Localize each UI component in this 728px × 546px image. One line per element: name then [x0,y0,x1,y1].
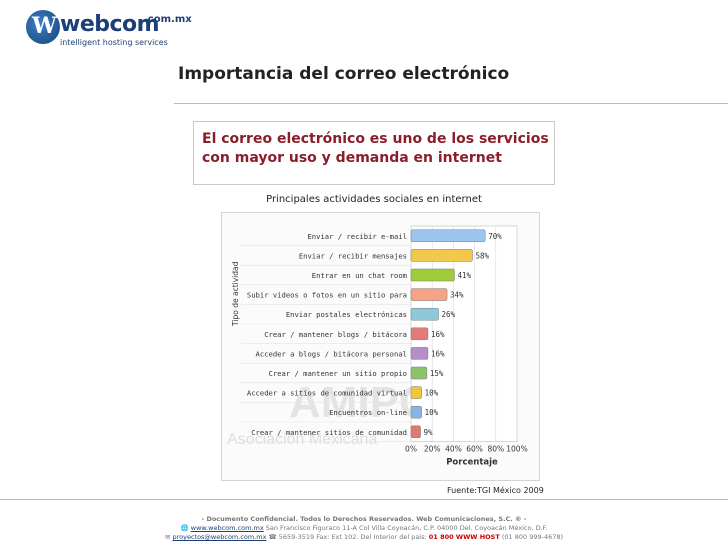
x-tick-label: 80% [487,445,504,454]
data-label: 16% [431,349,445,358]
logo-suffix: .com.mx [144,14,192,25]
bar [410,425,421,439]
footer-confidential: - Documento Confidencial. Todos lo Derec… [201,515,527,523]
bar [410,327,429,341]
data-label: 10% [425,389,439,398]
data-label: 41% [457,271,471,280]
category-label: Crear / mantener un sitio propio [269,369,407,378]
y-axis-title: Tipo de actividad [231,261,240,327]
x-axis-title: Porcentaje [446,458,498,468]
bar [410,229,486,243]
x-tick-label: 0% [405,445,417,454]
footer: - Documento Confidencial. Todos lo Derec… [0,515,728,542]
category-label: Encuentros on-line [329,408,407,417]
data-label: 10% [425,408,439,417]
x-tick-label: 40% [445,445,462,454]
bar [410,249,473,262]
globe-icon [26,10,60,44]
website-link[interactable]: www.webcom.com.mx [190,524,264,532]
logo-word: webcom [60,12,160,37]
category-label: Entrar en un chat room [312,271,407,280]
chart-title: Principales actividades sociales en inte… [266,194,482,205]
footer-divider [0,499,728,500]
footer-address: San Francisco Figuraco 11-A Col Villa Co… [265,524,548,532]
category-label: Subir videos o fotos en un sitio para [247,291,407,300]
watermark-text: Asociación Mexicana [227,431,377,448]
footer-line-2: 🌐 www.webcom.com.mx San Francisco Figura… [0,524,728,533]
globe-small-icon: 🌐 [180,524,189,532]
footer-line-3: ✉ proyectos@webcom.com.mx ☎ 5659-3519 Fa… [0,533,728,542]
bar [410,288,448,301]
footer-hotline: 01 800 WWW HOST [428,533,500,541]
category-label: Crear / mantener blogs / bitácora [264,330,407,339]
mail-icon: ✉ [164,533,171,541]
email-link[interactable]: proyectos@webcom.com.mx [172,533,267,541]
data-label: 26% [442,310,456,319]
callout-text: El correo electrónico es uno de los serv… [202,130,549,168]
bar [410,386,422,399]
data-label: 58% [475,251,489,260]
data-label: 15% [430,369,444,378]
x-tick-label: 60% [466,445,483,454]
x-tick-label: 20% [424,445,441,454]
logo-tagline: intelligent hosting services [60,38,168,47]
data-label: 34% [450,291,464,300]
page-title: Importancia del correo electrónico [178,64,510,84]
callout-line-2: con mayor uso y demanda en internet [202,150,502,166]
category-label: Acceder a sitios de comunidad virtual [247,389,407,398]
title-divider [174,103,728,104]
x-tick-label: 100% [506,445,527,454]
phone-icon: ☎ [268,533,277,541]
data-label: 16% [431,330,445,339]
category-label: Crear / mantener sitios de comunidad [251,428,407,437]
data-label: 9% [424,428,434,437]
plot-area [410,225,518,442]
footer-phones: 5659-3519 Fax: Ext 102. Del Interior del… [278,533,427,541]
bar [410,366,428,380]
callout-line-1: El correo electrónico es uno de los serv… [202,131,549,147]
source-note: Fuente:TGI México 2009 [447,486,544,495]
callout-box: El correo electrónico es uno de los serv… [193,121,555,185]
bar [410,307,439,321]
bar [410,347,429,360]
category-label: Enviar postales electrónicas [286,310,407,319]
data-label: 70% [488,232,502,241]
webcom-logo[interactable]: webcom .com.mx intelligent hosting servi… [26,8,192,48]
bar [410,405,422,419]
category-label: Enviar / recibir e-mail [307,232,407,241]
category-label: Acceder a blogs / bitácora personal [256,349,407,358]
category-label: Enviar / recibir mensajes [299,251,407,260]
bar [410,268,455,282]
footer-hotline-number: (01 800 999-4678) [501,533,564,541]
